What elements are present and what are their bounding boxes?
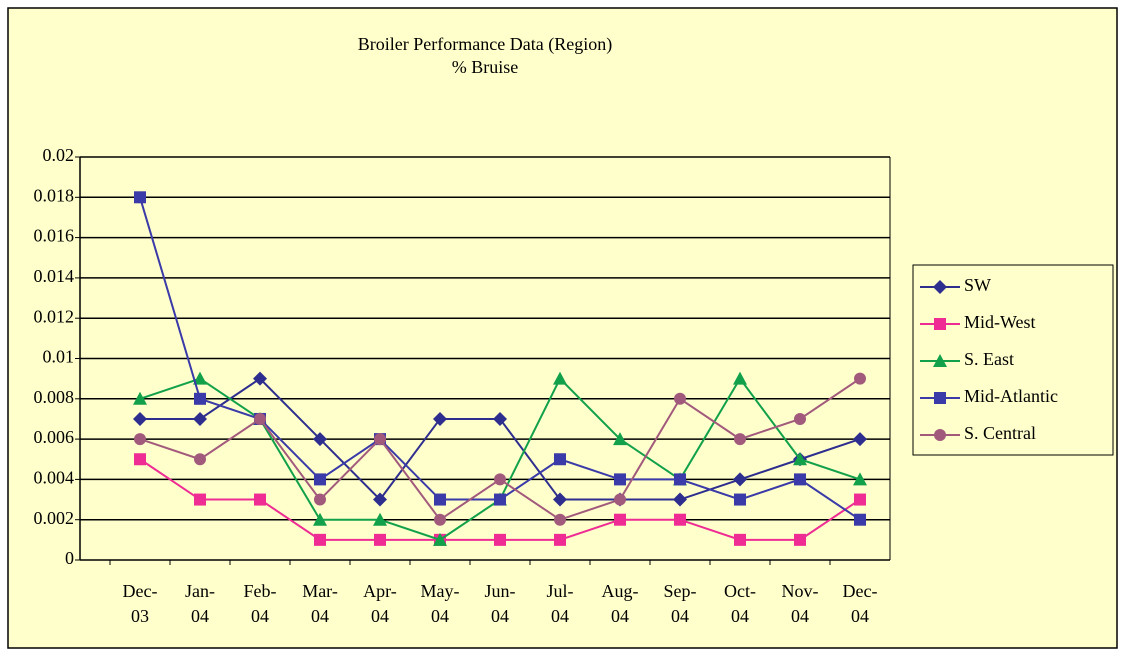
marker — [134, 453, 146, 466]
marker — [194, 493, 206, 506]
marker — [374, 433, 386, 446]
marker — [854, 493, 866, 506]
marker — [674, 513, 686, 526]
marker — [373, 492, 387, 507]
x-tick-label: Dec-04 — [843, 581, 878, 626]
marker — [494, 533, 506, 546]
x-tick-label: Feb-04 — [244, 581, 277, 626]
x-tick-label: Mar-04 — [302, 581, 338, 626]
marker — [194, 392, 206, 405]
marker — [794, 412, 806, 425]
y-tick-label: 0.004 — [34, 468, 75, 488]
x-tick-label: Sep-04 — [664, 581, 697, 626]
marker — [133, 411, 147, 426]
marker — [134, 433, 146, 446]
marker — [314, 493, 326, 506]
legend-marker — [933, 354, 947, 367]
marker — [133, 391, 147, 405]
y-tick-label: 0.02 — [43, 145, 75, 165]
y-tick-label: 0.016 — [34, 226, 75, 246]
marker — [673, 492, 687, 507]
marker — [853, 472, 867, 486]
marker — [493, 411, 507, 426]
y-tick-label: 0.018 — [34, 185, 75, 205]
legend-marker — [934, 318, 946, 330]
marker — [674, 392, 686, 405]
chart-subtitle: % Bruise — [452, 57, 519, 77]
y-tick-label: 0.012 — [34, 306, 75, 326]
marker — [674, 473, 686, 486]
marker — [253, 371, 267, 386]
marker — [314, 533, 326, 546]
marker — [433, 532, 447, 546]
marker — [554, 533, 566, 546]
marker — [734, 433, 746, 446]
marker — [614, 513, 626, 526]
marker — [313, 512, 327, 526]
marker — [193, 371, 207, 385]
legend-label: S. Central — [964, 423, 1036, 443]
marker — [794, 473, 806, 486]
marker — [313, 432, 327, 447]
marker — [373, 512, 387, 526]
marker — [853, 432, 867, 447]
marker — [554, 453, 566, 466]
marker — [614, 493, 626, 506]
legend-marker — [934, 392, 946, 404]
y-tick-label: 0.01 — [43, 347, 75, 367]
y-tick-label: 0 — [65, 548, 74, 568]
y-tick-label: 0.014 — [34, 266, 75, 286]
chart-title: Broiler Performance Data (Region) — [358, 34, 612, 55]
marker — [254, 412, 266, 425]
x-tick-label: Oct-04 — [724, 581, 756, 626]
marker — [194, 453, 206, 466]
marker — [734, 533, 746, 546]
marker — [434, 493, 446, 506]
marker — [494, 473, 506, 486]
legend-marker — [933, 280, 947, 294]
x-tick-label: Jan-04 — [185, 581, 215, 626]
marker — [553, 492, 567, 507]
marker — [254, 493, 266, 506]
y-tick-label: 0.002 — [34, 508, 75, 528]
marker — [794, 533, 806, 546]
marker — [314, 473, 326, 486]
x-tick-label: Dec-03 — [123, 581, 158, 626]
marker — [854, 513, 866, 526]
legend-label: S. East — [964, 349, 1014, 369]
marker — [434, 513, 446, 526]
marker — [613, 432, 627, 446]
marker — [733, 472, 747, 487]
marker — [614, 473, 626, 486]
marker — [793, 452, 807, 466]
x-tick-label: Aug-04 — [602, 581, 639, 626]
marker — [134, 191, 146, 204]
legend-label: Mid-Atlantic — [964, 386, 1058, 406]
y-tick-label: 0.008 — [34, 387, 75, 407]
x-tick-label: Nov-04 — [782, 581, 819, 626]
x-tick-label: May-04 — [421, 581, 460, 626]
marker — [374, 533, 386, 546]
marker — [854, 372, 866, 385]
x-tick-label: Apr-04 — [363, 581, 397, 626]
marker — [193, 411, 207, 426]
marker — [433, 411, 447, 426]
marker — [733, 371, 747, 385]
y-tick-label: 0.006 — [34, 427, 75, 447]
x-tick-label: Jul-04 — [547, 581, 574, 626]
marker — [553, 371, 567, 385]
marker — [494, 493, 506, 506]
x-tick-label: Jun-04 — [485, 581, 516, 626]
legend-marker — [934, 429, 946, 441]
legend-label: SW — [964, 275, 991, 295]
marker — [554, 513, 566, 526]
legend-label: Mid-West — [964, 312, 1036, 332]
marker — [734, 493, 746, 506]
